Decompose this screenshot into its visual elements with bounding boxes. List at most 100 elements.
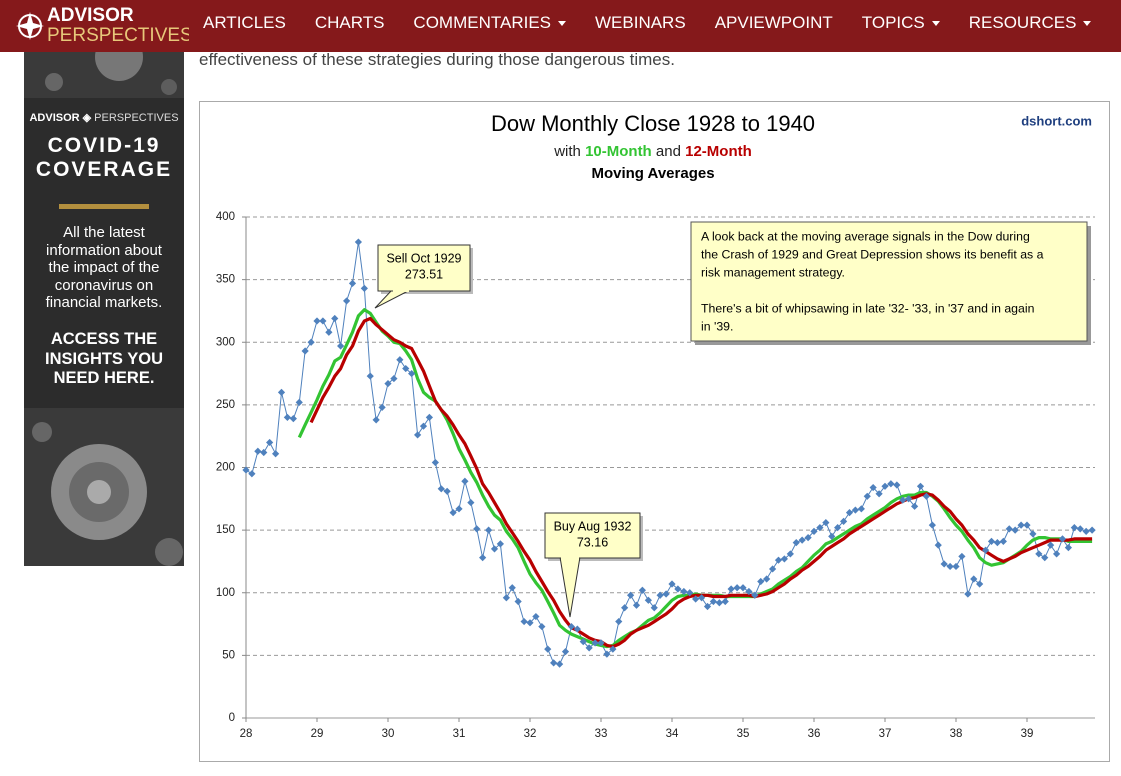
data-point bbox=[508, 584, 516, 592]
data-point bbox=[609, 645, 617, 653]
data-point bbox=[1035, 550, 1043, 558]
callout: Sell Oct 1929 273.51 bbox=[374, 244, 473, 309]
data-point bbox=[449, 508, 457, 517]
data-point bbox=[266, 438, 274, 447]
data-point bbox=[1064, 544, 1072, 552]
data-point bbox=[709, 597, 717, 606]
data-point bbox=[455, 505, 463, 513]
data-point bbox=[301, 347, 309, 355]
data-point bbox=[763, 575, 771, 583]
data-point bbox=[603, 650, 611, 658]
chart-subtitle-2: Moving Averages bbox=[591, 165, 714, 182]
data-point bbox=[638, 586, 646, 594]
data-point bbox=[337, 342, 345, 350]
ad-line: All the latest bbox=[63, 224, 145, 241]
data-point bbox=[431, 458, 439, 467]
data-point bbox=[674, 585, 682, 593]
data-point bbox=[934, 541, 942, 549]
y-tick-label: 300 bbox=[216, 336, 235, 348]
legend-10-month: 10-Month bbox=[585, 143, 652, 160]
data-point bbox=[769, 565, 777, 573]
data-point bbox=[260, 448, 268, 457]
data-point bbox=[857, 505, 865, 513]
ad-line: coronavirus on bbox=[54, 276, 154, 294]
data-point bbox=[911, 502, 919, 510]
ad-line: the impact of the bbox=[48, 259, 160, 276]
data-point bbox=[414, 431, 422, 439]
data-point bbox=[721, 597, 729, 606]
callout-text: 73.16 bbox=[577, 535, 608, 549]
data-point bbox=[408, 369, 416, 378]
y-tick-label: 350 bbox=[216, 274, 235, 286]
data-point bbox=[928, 521, 936, 529]
logo[interactable]: ADVISOR PERSPECTIVES bbox=[14, 6, 189, 46]
data-point bbox=[650, 604, 658, 612]
nav-item[interactable]: WEBINARS bbox=[595, 13, 686, 32]
data-point bbox=[692, 595, 700, 603]
data-point bbox=[378, 403, 386, 411]
subtitle-joiner: and bbox=[656, 143, 681, 160]
data-point bbox=[976, 580, 984, 588]
data-point bbox=[686, 589, 694, 597]
data-point bbox=[840, 517, 848, 525]
chart-source: dshort.com bbox=[1021, 113, 1092, 128]
note-box bbox=[690, 221, 1088, 342]
data-point bbox=[715, 599, 723, 607]
data-point bbox=[727, 585, 735, 593]
data-point bbox=[567, 622, 575, 631]
data-point bbox=[751, 591, 759, 599]
nav-item[interactable]: RESOURCES bbox=[956, 0, 1105, 46]
note: A look back at the moving average signal… bbox=[690, 221, 1091, 345]
data-point bbox=[1017, 521, 1025, 529]
nav-item[interactable]: APVIEWPOINT bbox=[714, 13, 833, 32]
data-point bbox=[573, 625, 581, 633]
data-point bbox=[538, 622, 546, 631]
ad-line: COVID-19 bbox=[47, 134, 161, 157]
note-text: A look back at the moving average signal… bbox=[701, 229, 1030, 243]
nav-item[interactable]: COMMENTARIES bbox=[400, 0, 579, 46]
covid-ad[interactable]: ADVISOR ◈ PERSPECTIVES COVID-19 COVERAGE … bbox=[24, 52, 184, 566]
nav-item[interactable]: CHARTS bbox=[314, 13, 385, 32]
y-tick-label: 0 bbox=[229, 712, 235, 724]
data-point bbox=[490, 545, 499, 553]
logo-bottom: PERSPECTIVES bbox=[47, 25, 189, 46]
data-point bbox=[851, 506, 859, 514]
chart-title: Dow Monthly Close 1928 to 1940 bbox=[491, 111, 815, 136]
callout-box bbox=[377, 244, 471, 292]
x-tick-label: 37 bbox=[879, 728, 892, 740]
y-tick-label: 250 bbox=[216, 399, 235, 411]
data-point bbox=[461, 477, 469, 485]
data-point bbox=[354, 238, 362, 246]
data-point bbox=[940, 560, 948, 568]
data-point bbox=[875, 490, 883, 498]
x-tick-label: 39 bbox=[1021, 728, 1034, 740]
gold-bar bbox=[59, 204, 149, 209]
data-point bbox=[916, 482, 925, 490]
data-point bbox=[810, 527, 818, 535]
ad-art bbox=[24, 52, 184, 566]
ad-brand-left: ADVISOR bbox=[29, 112, 80, 124]
nav-item[interactable]: ARTICLES bbox=[203, 13, 286, 32]
data-point bbox=[828, 532, 836, 540]
virus bbox=[95, 52, 143, 81]
x-tick-label: 29 bbox=[311, 728, 324, 740]
data-point bbox=[999, 537, 1007, 545]
data-point bbox=[816, 524, 824, 532]
data-point bbox=[561, 648, 570, 656]
data-point bbox=[774, 556, 783, 564]
data-point bbox=[1082, 527, 1090, 535]
data-point bbox=[591, 639, 599, 647]
nav-item[interactable]: TOPICS bbox=[849, 0, 953, 46]
callout-text: Sell Oct 1929 bbox=[386, 251, 461, 265]
data-point bbox=[485, 526, 493, 534]
data-point bbox=[615, 617, 623, 626]
virus bbox=[87, 480, 111, 504]
data-point bbox=[313, 317, 321, 325]
y-tick-label: 400 bbox=[216, 211, 235, 223]
virus bbox=[155, 538, 183, 566]
data-point bbox=[556, 660, 564, 668]
legend-12-month: 12-Month bbox=[685, 143, 752, 160]
data-point bbox=[1005, 525, 1013, 533]
data-point bbox=[1088, 526, 1096, 534]
